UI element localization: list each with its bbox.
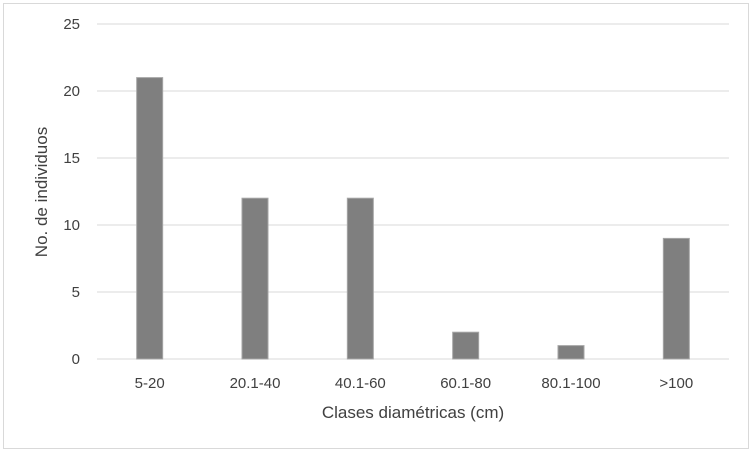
x-tick-label: 60.1-80: [440, 375, 491, 392]
y-tick-label: 15: [63, 150, 80, 167]
x-tick-label: 40.1-60: [335, 375, 386, 392]
x-tick-label: >100: [659, 375, 693, 392]
y-tick-label: 10: [63, 217, 80, 234]
y-tick-label: 20: [63, 83, 80, 100]
bar: [662, 237, 690, 360]
bar: [452, 331, 480, 360]
y-axis-title: No. de individuos: [32, 127, 51, 257]
bar: [136, 77, 164, 360]
gridlines: [97, 23, 729, 360]
y-tick-label: 0: [72, 351, 80, 368]
bar: [557, 345, 585, 360]
chart-frame: [3, 3, 749, 449]
x-tick-label: 20.1-40: [230, 375, 281, 392]
y-tick-label: 5: [72, 284, 80, 301]
x-tick-label: 5-20: [135, 375, 165, 392]
x-axis-title: Clases diamétricas (cm): [322, 403, 504, 422]
bars: [136, 77, 690, 360]
x-tick-label: 80.1-100: [541, 375, 600, 392]
x-tick-labels: 5-20 20.1-40 40.1-60 60.1-80 80.1-100 >100: [135, 375, 694, 392]
bar: [346, 197, 374, 360]
y-tick-labels: 0 5 10 15 20 25: [63, 16, 80, 368]
y-tick-label: 25: [63, 16, 80, 33]
bar: [241, 197, 269, 360]
